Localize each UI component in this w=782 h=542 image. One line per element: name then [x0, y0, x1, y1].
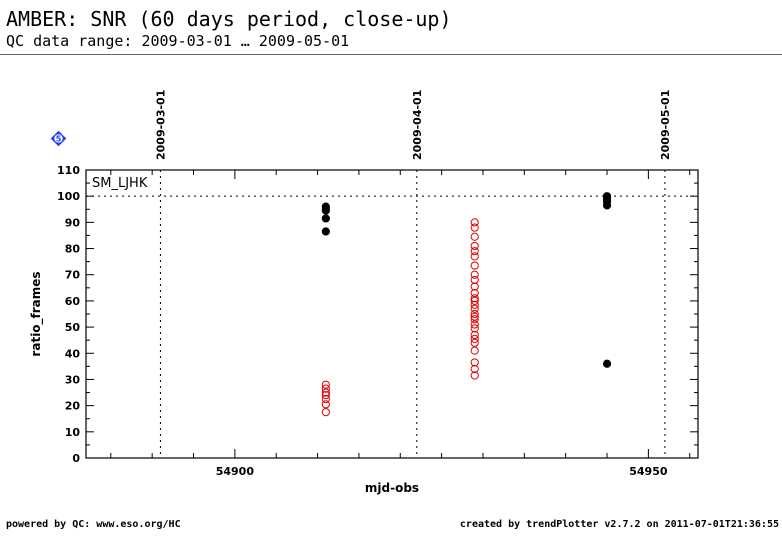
data-point-open — [470, 294, 479, 303]
data-point-open — [321, 388, 330, 397]
y-tick-label: 20 — [65, 400, 81, 413]
data-point-open — [470, 218, 479, 227]
data-point-open — [470, 252, 479, 261]
data-point-open — [470, 364, 479, 374]
y-tick-label: 10 — [65, 426, 81, 439]
data-point-open — [470, 338, 479, 347]
x-tick-label: 54900 — [216, 465, 255, 478]
header-divider — [0, 54, 782, 55]
data-point-filled — [321, 227, 330, 236]
data-point-open — [470, 330, 479, 340]
data-point-open — [470, 241, 479, 251]
data-point-open — [321, 394, 330, 404]
data-point-filled — [321, 206, 330, 215]
chart-subtitle: QC data range: 2009-03-01 … 2009-05-01 — [6, 32, 350, 50]
data-point-open — [470, 324, 479, 333]
data-point-open — [470, 320, 479, 329]
y-tick-label: 60 — [65, 295, 81, 308]
footer-created-by: created by trendPlotter v2.7.2 on 2011-0… — [459, 519, 779, 530]
y-tick-label: 100 — [57, 190, 80, 203]
data-point-open — [321, 384, 330, 393]
data-point-open — [470, 223, 479, 232]
data-point-open — [470, 334, 479, 343]
data-point-open — [470, 261, 479, 270]
data-point-open — [470, 304, 479, 313]
chart-annotation: SM_LJHK — [92, 176, 148, 191]
data-point-filled — [321, 214, 330, 223]
chart-title: AMBER: SNR (60 days period, close-up) — [6, 7, 452, 31]
data-point-open — [321, 391, 330, 400]
y-tick-label: 50 — [65, 321, 81, 334]
date-marker-label: 2009-04-01 — [411, 90, 424, 160]
data-point-open — [470, 270, 479, 279]
footer-powered-by: powered by QC: www.eso.org/HC — [6, 519, 181, 530]
x-axis-label: mjd-obs — [365, 481, 419, 495]
badge-circle — [54, 134, 63, 143]
data-point-open — [470, 296, 479, 306]
y-axis-label: ratio_frames — [29, 271, 44, 356]
data-point-open — [321, 400, 330, 409]
data-point-open — [470, 371, 479, 380]
data-point-open — [470, 312, 479, 321]
data-point-filled — [602, 359, 612, 368]
data-point-open — [470, 346, 479, 355]
data-point-open — [470, 315, 479, 324]
date-marker-label: 2009-05-01 — [659, 90, 672, 160]
data-point-open — [470, 300, 479, 309]
badge: 5 — [50, 130, 67, 147]
y-tick-label: 40 — [65, 347, 81, 360]
data-point-open — [470, 282, 479, 291]
y-tick-label: 30 — [65, 373, 81, 386]
y-tick-label: 90 — [65, 216, 81, 229]
date-marker-label: 2009-03-01 — [154, 90, 167, 160]
badge-label: 5 — [56, 135, 62, 144]
y-tick-label: 0 — [72, 452, 80, 465]
data-point-open — [470, 247, 479, 256]
plot-frame — [85, 169, 699, 459]
data-point-open — [470, 275, 479, 285]
data-point-open — [470, 288, 479, 298]
data-point-filled — [602, 201, 612, 210]
data-point-open — [321, 408, 330, 417]
data-point-open — [470, 232, 479, 241]
y-tick-label: 70 — [65, 269, 81, 282]
y-tick-label: 80 — [65, 243, 81, 256]
x-tick-label: 54950 — [629, 465, 668, 478]
data-point-open — [321, 380, 330, 389]
y-tick-label: 110 — [57, 164, 80, 177]
data-point-open — [470, 309, 479, 319]
data-point-open — [470, 358, 479, 367]
